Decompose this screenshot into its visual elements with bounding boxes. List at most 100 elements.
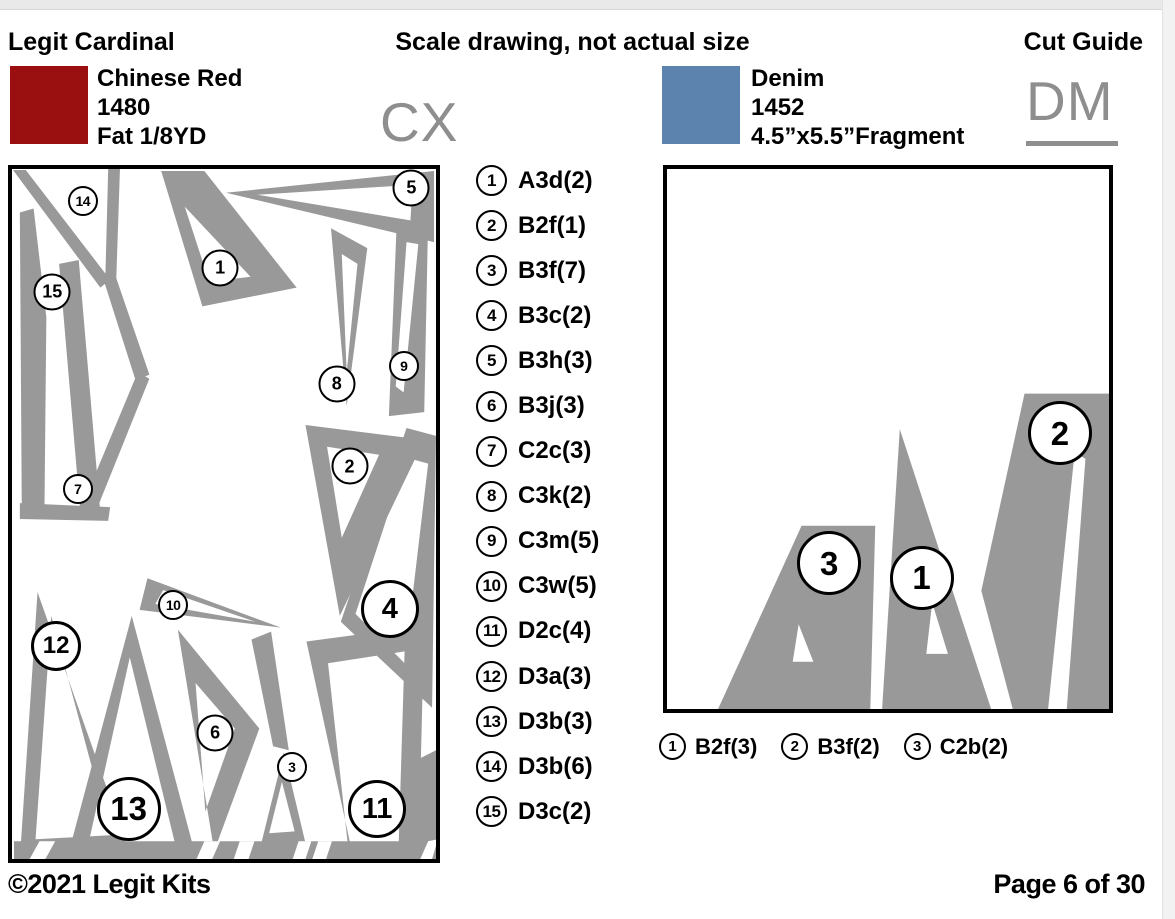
piece-number: 2 xyxy=(1050,414,1070,452)
stripe-vertical-14 xyxy=(105,169,120,286)
legend-number-circle: 13 xyxy=(476,706,507,738)
legend-number-circle: 9 xyxy=(476,525,507,557)
chinese-red-info: Chinese Red 1480 Fat 1/8YD xyxy=(97,64,242,151)
fabric-number: 1480 xyxy=(97,94,151,121)
legend-piece-label: B3f(2) xyxy=(817,733,880,759)
legend-piece-label: C3w(5) xyxy=(518,572,597,600)
piece-number: 7 xyxy=(74,481,82,498)
legend-piece-label: C3k(2) xyxy=(518,482,592,510)
legend-piece-label: D2c(4) xyxy=(518,617,592,645)
legend-item: 1 B2f(3) xyxy=(659,733,757,760)
piece-number: 8 xyxy=(331,373,342,394)
legend-item: 9 C3m(5) xyxy=(472,519,672,564)
fabric-cut-size: 4.5”x5.5”Fragment xyxy=(751,123,965,150)
legend-item: 14 D3b(6) xyxy=(472,744,672,789)
denim-swatch xyxy=(662,66,740,144)
legend-number-circle: 7 xyxy=(476,435,507,467)
legend-item: 8 C3k(2) xyxy=(472,474,672,519)
piece-number: 3 xyxy=(288,759,296,776)
corner-piece xyxy=(400,750,436,859)
stripe-bottom-wedge xyxy=(19,503,111,521)
legend-item: 12 D3a(3) xyxy=(472,654,672,699)
piece-number: 1 xyxy=(215,257,226,278)
legend-number-circle: 6 xyxy=(476,390,507,422)
stripe-topleft xyxy=(12,169,111,288)
legend-item: 7 C2c(3) xyxy=(472,429,672,474)
legend-piece-label: B3j(3) xyxy=(518,392,585,420)
piece-number-badge: 8 xyxy=(318,365,356,403)
piece-number: 10 xyxy=(165,597,181,614)
legend-piece-label: B3h(3) xyxy=(518,346,593,374)
viewer-top-strip xyxy=(0,0,1175,10)
cx-legend: 1 A3d(2) 2 B2f(1) 3 B3f(7) 4 B3c(2) 5 B3… xyxy=(472,158,672,834)
piece-number-badge: 11 xyxy=(348,780,407,839)
piece-number-badge: 2 xyxy=(1027,401,1092,466)
legend-number-circle: 14 xyxy=(476,751,507,783)
piece-number-badge: 5 xyxy=(392,169,430,207)
legend-piece-label: D3a(3) xyxy=(518,662,592,690)
piece-number-badge: 3 xyxy=(797,531,862,596)
piece-number: 15 xyxy=(42,281,63,302)
legend-piece-label: B2f(3) xyxy=(695,733,758,759)
piece-number: 3 xyxy=(820,544,839,582)
piece-number-badge: 7 xyxy=(62,474,93,505)
legend-number-circle: 1 xyxy=(659,733,686,760)
legend-piece-label: D3c(2) xyxy=(518,797,592,825)
piece-number-badge: 10 xyxy=(158,590,189,621)
piece-8 xyxy=(330,228,368,407)
legend-number-circle: 11 xyxy=(476,615,507,647)
legend-piece-label: C2c(3) xyxy=(518,437,592,465)
legend-number-circle: 5 xyxy=(476,345,507,377)
piece-number-badge: 12 xyxy=(31,620,82,671)
fabric-number: 1452 xyxy=(751,94,805,121)
viewer-scrollbar-gutter[interactable] xyxy=(1162,0,1175,919)
page-title-cut-guide: Cut Guide xyxy=(1023,28,1143,56)
piece-9 xyxy=(388,218,429,417)
dm-cut-layout-panel: 3 1 2 xyxy=(663,165,1113,713)
legend-item: 10 C3w(5) xyxy=(472,564,672,609)
legend-item: 3 B3f(7) xyxy=(472,248,672,293)
legend-number-circle: 3 xyxy=(476,255,507,287)
piece-number: 4 xyxy=(381,592,398,625)
legend-number-circle: 2 xyxy=(781,733,809,760)
legend-number-circle: 2 xyxy=(476,210,507,242)
piece-number-badge: 1 xyxy=(889,545,954,610)
piece-number-badge: 1 xyxy=(201,249,239,287)
band-gap xyxy=(312,841,332,859)
band-gap xyxy=(233,841,255,859)
stripe-left-band xyxy=(19,208,47,517)
legend-item: 3 C2b(2) xyxy=(903,733,1008,760)
legend-item: 2 B2f(1) xyxy=(472,203,672,248)
legend-number-circle: 12 xyxy=(476,661,507,693)
denim-info: Denim 1452 4.5”x5.5”Fragment xyxy=(751,64,964,151)
legend-item: 4 B3c(2) xyxy=(472,293,672,338)
piece-5 xyxy=(225,170,435,243)
legend-item: 2 B3f(2) xyxy=(781,733,880,760)
piece-number: 12 xyxy=(42,631,70,659)
legend-number-circle: 4 xyxy=(476,300,507,332)
stripe-mid-band xyxy=(59,259,101,517)
piece-number: 6 xyxy=(210,722,221,743)
legend-item: 5 B3h(3) xyxy=(472,338,672,383)
legend-piece-label: D3b(6) xyxy=(518,752,593,780)
piece-number: 9 xyxy=(400,357,408,374)
piece-2-gap xyxy=(1048,452,1086,709)
piece-number-badge: 3 xyxy=(276,752,307,783)
chinese-red-swatch xyxy=(10,66,88,144)
legend-piece-label: A3d(2) xyxy=(518,166,593,194)
piece-number: 5 xyxy=(406,177,417,198)
legend-piece-label: B2f(1) xyxy=(518,211,587,239)
legend-number-circle: 3 xyxy=(903,733,931,760)
legend-number-circle: 10 xyxy=(476,570,507,602)
piece-number: 11 xyxy=(361,792,393,825)
dm-legend: 1 B2f(3) 2 B3f(2) 3 C2b(2) xyxy=(659,733,1008,760)
band-gap xyxy=(292,841,312,859)
piece-number-badge: 13 xyxy=(96,776,161,841)
legend-item: 15 D3c(2) xyxy=(472,789,672,834)
piece-number: 14 xyxy=(75,193,91,210)
piece-number-badge: 9 xyxy=(388,350,419,381)
dm-underline xyxy=(1026,141,1118,146)
fabric-title-legit-cardinal: Legit Cardinal xyxy=(8,28,175,56)
piece-13 xyxy=(66,615,197,859)
